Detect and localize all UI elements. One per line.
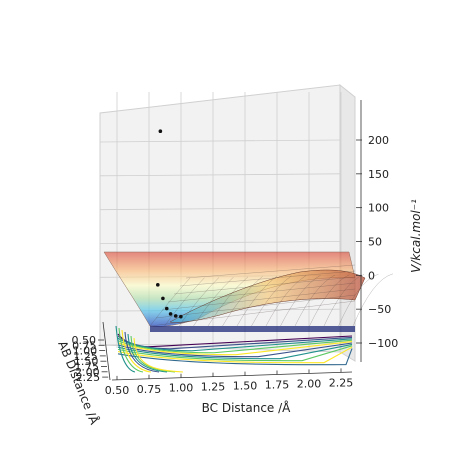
mesh-line — [207, 276, 249, 327]
z-gridline — [99, 207, 341, 211]
contour-line — [115, 325, 136, 373]
z-gridline — [99, 241, 341, 244]
contour-line — [121, 329, 152, 373]
z-gridline — [99, 173, 341, 177]
x-tick-label: 2.25 — [329, 376, 354, 389]
mesh-line — [280, 275, 321, 327]
mesh-line — [352, 273, 394, 327]
mesh-line — [149, 300, 356, 327]
mesh-line — [323, 274, 365, 327]
valley-floor — [150, 326, 355, 332]
contour-line — [130, 335, 176, 373]
mesh-line — [155, 294, 356, 319]
mesh-line — [294, 274, 336, 327]
x-tick-label: 0.75 — [137, 383, 162, 396]
y-tick-label: 1.50 — [74, 355, 99, 368]
trajectory-point — [173, 314, 178, 318]
y-tick-label: 0.50 — [72, 334, 97, 347]
x-tick-label: 2.00 — [297, 377, 322, 390]
contour-line — [117, 345, 353, 362]
y-tick-label: 2.25 — [76, 371, 101, 384]
y-tick-label: 1.25 — [73, 350, 98, 363]
trajectory-point — [164, 306, 169, 311]
z-axis-label: V/kcal.mol⁻¹ — [409, 199, 423, 273]
y-tick-label: 0.75 — [72, 339, 97, 352]
back-panes — [99, 83, 356, 362]
contour-line — [117, 339, 353, 354]
trajectory-point — [161, 296, 165, 301]
x-tick-label: 1.25 — [201, 381, 226, 394]
z-tick-label: −50 — [368, 303, 391, 316]
contour-line — [118, 327, 144, 373]
z-axis: 200 150 100 50 0 −50 −100 V/kcal.mol⁻¹ — [356, 100, 423, 362]
contour-line — [124, 331, 160, 373]
trajectory-point — [158, 129, 163, 134]
trajectory-point — [168, 312, 173, 316]
z-tick-label: 100 — [368, 202, 389, 215]
z-tick-label: 200 — [368, 134, 389, 147]
z-tick-label: −100 — [368, 337, 398, 350]
z-gridline — [99, 139, 341, 143]
grid-lines — [99, 92, 342, 348]
z-tick-label: 0 — [368, 269, 375, 282]
z-tick-labels: 200 150 100 50 0 −50 −100 — [356, 134, 398, 350]
mesh-line — [309, 274, 350, 327]
mesh-line — [251, 275, 292, 327]
x-axis: 0.50 0.75 1.00 1.25 1.50 1.75 2.00 2.25 BC Dist… — [105, 368, 354, 415]
contour-line — [117, 348, 353, 366]
y-tick-label: 1.00 — [73, 345, 98, 358]
z-tick-label: 50 — [368, 236, 382, 249]
x-tick-label: 0.50 — [105, 384, 130, 397]
z-gridline — [99, 342, 341, 346]
x-tick-label: 1.00 — [169, 382, 194, 395]
z-tick-label: 150 — [368, 168, 389, 181]
mesh-line — [179, 270, 356, 287]
contour-line — [117, 342, 353, 358]
y-tick-label: 1.75 — [75, 361, 100, 374]
x-axis-label: BC Distance /Å — [202, 400, 292, 415]
trajectory-point — [156, 283, 160, 287]
x-tick-label: 1.75 — [265, 379, 290, 392]
mesh-line — [167, 282, 356, 303]
x-tick-label: 1.50 — [233, 380, 258, 393]
mesh-line — [173, 276, 356, 295]
y-tick-label: 2.00 — [75, 366, 100, 379]
contour-line — [133, 337, 184, 373]
mesh-line — [193, 276, 234, 327]
surface-ridge — [169, 269, 366, 323]
mesh-line — [185, 264, 356, 279]
mesh-line — [338, 273, 379, 327]
x-tick-labels: 0.50 0.75 1.00 1.25 1.50 1.75 2.00 2.25 — [105, 368, 354, 397]
mesh-line — [222, 276, 263, 327]
contour-line — [127, 333, 168, 373]
y-tick-labels: 0.500.751.001.251.501.752.002.25 — [72, 334, 109, 384]
mesh-line — [178, 277, 220, 327]
surface-mesh — [149, 264, 394, 327]
side-wall-pane — [339, 83, 356, 362]
trajectory-point — [179, 314, 183, 319]
contour-floor — [115, 325, 353, 373]
mesh-line — [236, 276, 278, 327]
mesh-line — [161, 288, 356, 311]
mesh-line — [265, 275, 307, 327]
trajectory-points — [156, 129, 183, 319]
mesh-line — [149, 277, 191, 327]
